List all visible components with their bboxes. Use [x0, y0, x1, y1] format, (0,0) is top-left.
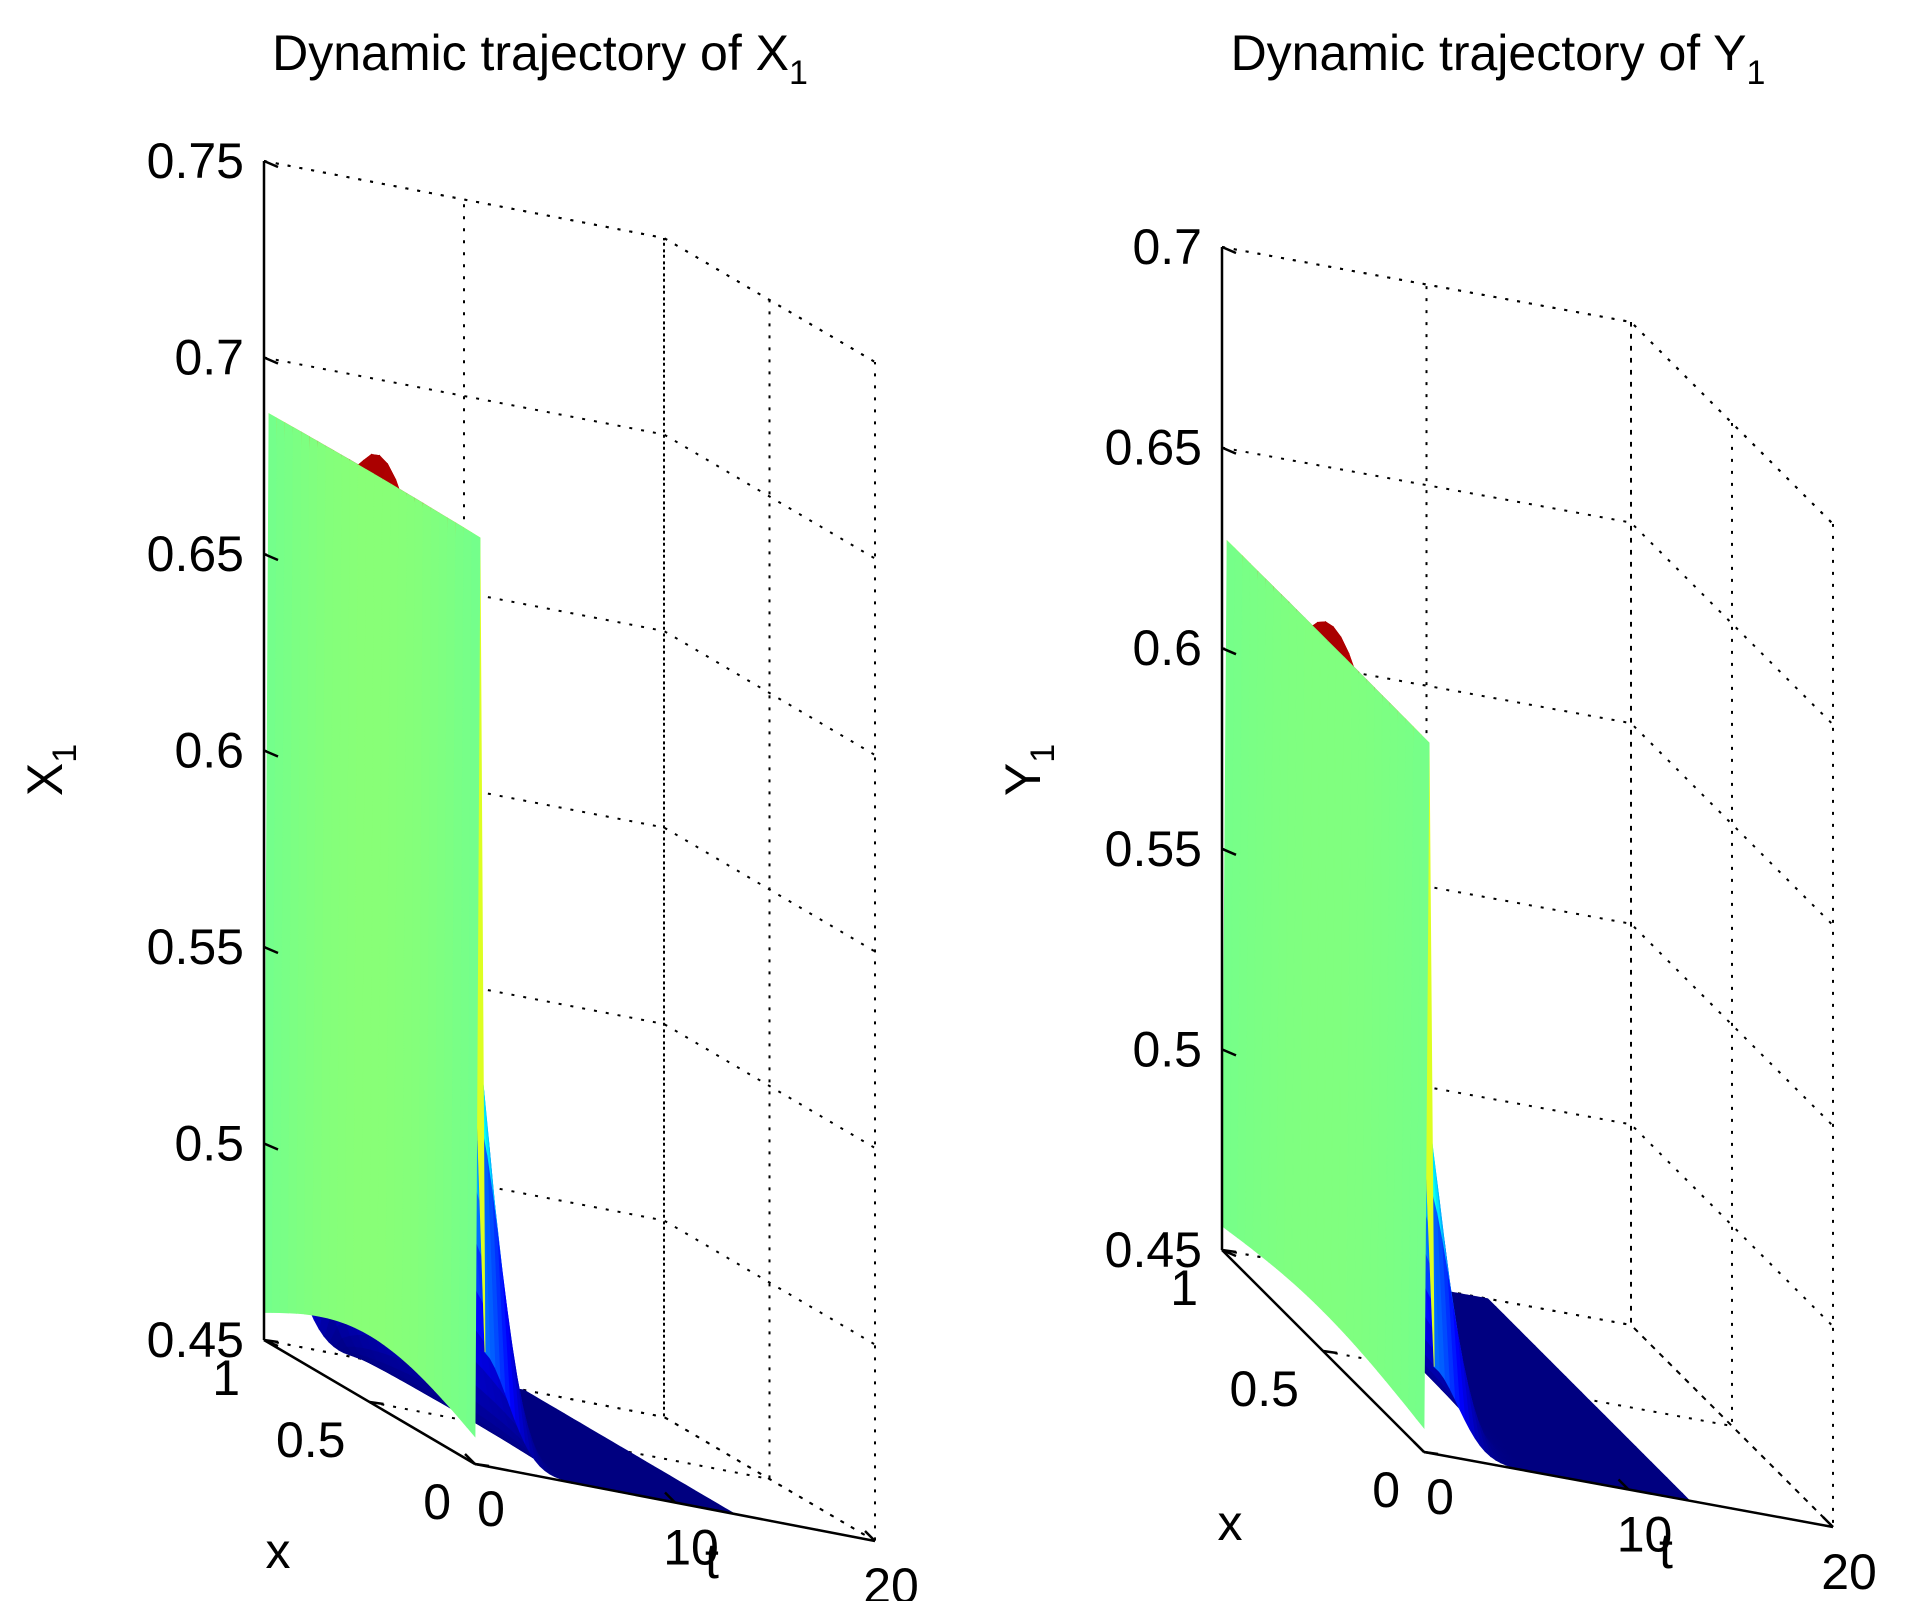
- z-axis-label: Y1: [995, 744, 1062, 796]
- x-axis-label: x: [266, 1523, 291, 1579]
- chart-title-subscript: 1: [1747, 54, 1766, 92]
- z-tick-label: 0.65: [1105, 420, 1202, 476]
- z-tick-2: [1221, 847, 1237, 856]
- x-tick-0: [474, 1462, 490, 1468]
- t-tick-label: 0: [1426, 1469, 1454, 1525]
- t-tick-label: 20: [863, 1558, 919, 1601]
- surface-patch-1351: [1415, 734, 1430, 1430]
- z-tick-4: [263, 552, 279, 562]
- x-tick-label: 1: [1170, 1260, 1198, 1316]
- z-axis-label-subscript: 1: [46, 744, 84, 763]
- z-tick-3: [263, 749, 279, 758]
- t-tick-label: 20: [1821, 1544, 1877, 1600]
- z-tick-label: 0.7: [174, 330, 244, 386]
- z-tick-2: [263, 945, 279, 955]
- z-tick-label: 0.45: [1105, 1222, 1202, 1278]
- x-tick-2: [263, 1338, 279, 1344]
- surface: [1221, 539, 1691, 1502]
- tick-labels: 0.45 0.5 0.55 0.6 0.65 0.7 0.75 0 10 20 0 0.5 1: [147, 133, 919, 1601]
- t-tick-0: [1413, 1441, 1425, 1453]
- chart-title-text: Dynamic trajectory of Y: [1231, 25, 1747, 81]
- t-tick-0: [464, 1453, 476, 1465]
- tick-labels: 0.45 0.5 0.55 0.6 0.65 0.7 0 10 20 0 0.5 1: [1105, 219, 1877, 1600]
- x-tick-label: 0: [1372, 1462, 1400, 1518]
- z-tick-5: [263, 356, 279, 365]
- z-axis-label-text: Y: [995, 763, 1051, 796]
- z-axis-label-text: X: [17, 763, 73, 796]
- t-tick-2: [1822, 1516, 1834, 1528]
- z-axis-label-subscript: 1: [1024, 744, 1062, 763]
- z-tick-label: 0.6: [174, 723, 244, 779]
- z-tick-label: 0.65: [147, 526, 244, 582]
- axes: [262, 159, 876, 1543]
- z-tick-label: 0.5: [174, 1116, 244, 1172]
- z-tick-label: 0.6: [1132, 620, 1202, 676]
- x-tick-1: [1322, 1349, 1338, 1355]
- t-axis-label: t: [705, 1533, 719, 1589]
- z-axis-label: X1: [17, 744, 84, 796]
- t-tick-label: 10: [1617, 1507, 1673, 1563]
- chart-title-text: Dynamic trajectory of X: [272, 25, 789, 81]
- x-tick-label: 0.5: [1229, 1361, 1299, 1417]
- z-tick-5: [1221, 245, 1237, 255]
- t-tick-label: 10: [663, 1520, 719, 1576]
- chart-title: Dynamic trajectory of Y1: [1231, 25, 1766, 92]
- x-tick-1: [369, 1400, 384, 1406]
- z-tick-1: [263, 1142, 279, 1151]
- z-tick-label: 0.55: [1105, 821, 1202, 877]
- x-axis-label: x: [1218, 1495, 1243, 1551]
- x-tick-2: [1221, 1248, 1237, 1254]
- chart-y1: 0.45 0.5 0.55 0.6 0.65 0.7 0 10 20 0 0.5 1 Dynamic …: [995, 25, 1877, 1600]
- z-tick-label: 0.75: [147, 133, 244, 189]
- z-tick-6: [263, 159, 279, 169]
- z-tick-label: 0.45: [147, 1312, 244, 1368]
- surface-patch-1351: [466, 532, 481, 1438]
- z-tick-3: [1221, 647, 1237, 656]
- x-tick-label: 0.5: [276, 1412, 346, 1468]
- chart-x1: 0.45 0.5 0.55 0.6 0.65 0.7 0.75 0 10 20 0 0.5 1 Dyna…: [17, 25, 919, 1601]
- z-tick-1: [1221, 1048, 1237, 1057]
- axes: [1220, 245, 1834, 1529]
- z-tick-label: 0.55: [147, 919, 244, 975]
- t-tick-label: 0: [477, 1481, 505, 1537]
- surface: [263, 413, 736, 1515]
- z-tick-label: 0.7: [1132, 219, 1202, 275]
- t-tick-1: [1617, 1478, 1630, 1491]
- z-tick-4: [1221, 446, 1237, 455]
- chart-title: Dynamic trajectory of X1: [272, 25, 808, 92]
- x-tick-label: 0: [423, 1474, 451, 1530]
- chart-title-subscript: 1: [789, 54, 808, 92]
- x-tick-label: 1: [212, 1350, 240, 1406]
- t-axis-label: t: [1659, 1523, 1673, 1579]
- z-tick-label: 0.5: [1132, 1021, 1202, 1077]
- t-tick-1: [664, 1491, 676, 1504]
- x-tick-0: [1423, 1450, 1439, 1456]
- t-tick-2: [864, 1530, 876, 1542]
